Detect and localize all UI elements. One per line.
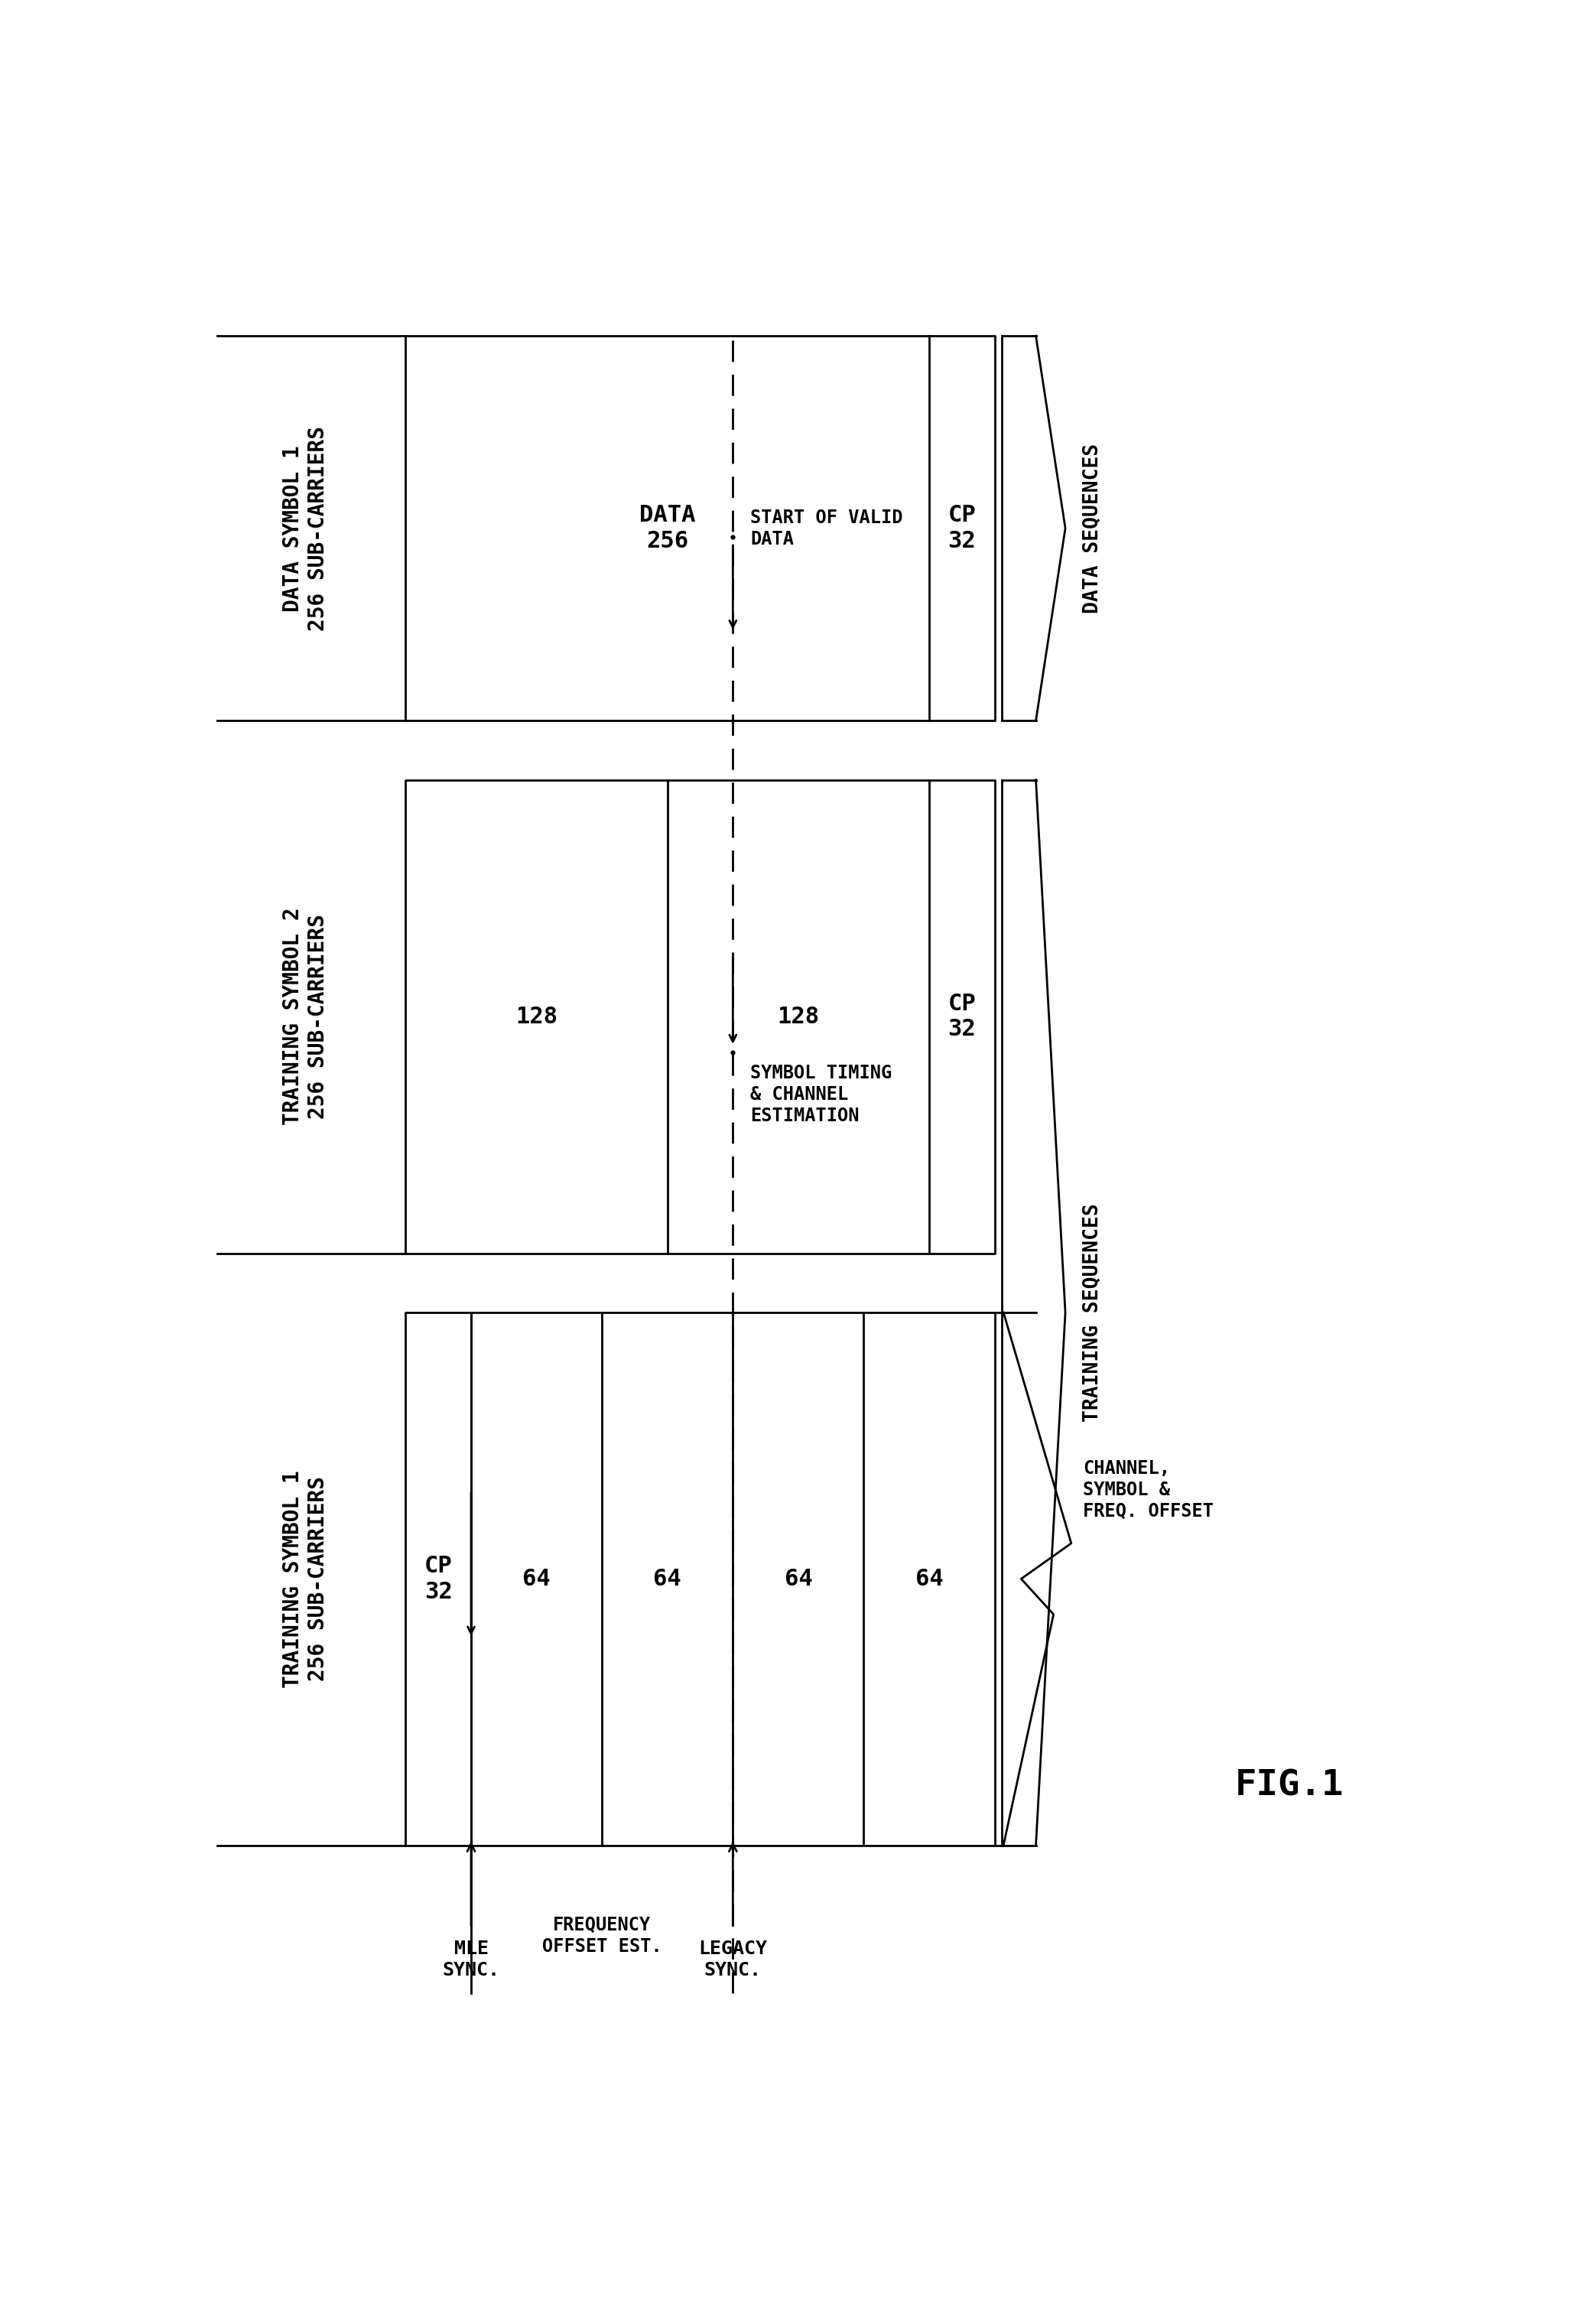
Text: CHANNEL,
SYMBOL &
FREQ. OFFSET: CHANNEL, SYMBOL & FREQ. OFFSET <box>1084 1460 1215 1520</box>
Text: START OF VALID
DATA: START OF VALID DATA <box>750 507 903 549</box>
Text: CP
32: CP 32 <box>425 1554 452 1603</box>
Text: TRAINING SEQUENCES: TRAINING SEQUENCES <box>1084 1204 1103 1423</box>
Text: FIG.1: FIG.1 <box>1235 1769 1344 1803</box>
Text: DATA SYMBOL 1
256 SUB-CARRIERS: DATA SYMBOL 1 256 SUB-CARRIERS <box>282 427 329 632</box>
Text: 64: 64 <box>653 1568 681 1589</box>
Text: CP
32: CP 32 <box>948 992 977 1040</box>
Text: TRAINING SYMBOL 2
256 SUB-CARRIERS: TRAINING SYMBOL 2 256 SUB-CARRIERS <box>282 909 329 1125</box>
Text: FREQUENCY
OFFSET EST.: FREQUENCY OFFSET EST. <box>543 1916 662 1955</box>
Text: 128: 128 <box>516 1005 557 1028</box>
Text: 128: 128 <box>777 1005 819 1028</box>
Text: 64: 64 <box>915 1568 943 1589</box>
Text: TRAINING SYMBOL 1
256 SUB-CARRIERS: TRAINING SYMBOL 1 256 SUB-CARRIERS <box>282 1469 329 1688</box>
Text: DATA SEQUENCES: DATA SEQUENCES <box>1084 443 1103 613</box>
Text: CP
32: CP 32 <box>948 505 977 551</box>
Text: 64: 64 <box>522 1568 551 1589</box>
Text: 64: 64 <box>784 1568 812 1589</box>
Text: LEGACY
SYNC.: LEGACY SYNC. <box>699 1939 768 1979</box>
Text: MLE
SYNC.: MLE SYNC. <box>442 1939 500 1979</box>
Text: SYMBOL TIMING
& CHANNEL
ESTIMATION: SYMBOL TIMING & CHANNEL ESTIMATION <box>750 1063 892 1125</box>
Text: DATA
256: DATA 256 <box>640 505 696 551</box>
